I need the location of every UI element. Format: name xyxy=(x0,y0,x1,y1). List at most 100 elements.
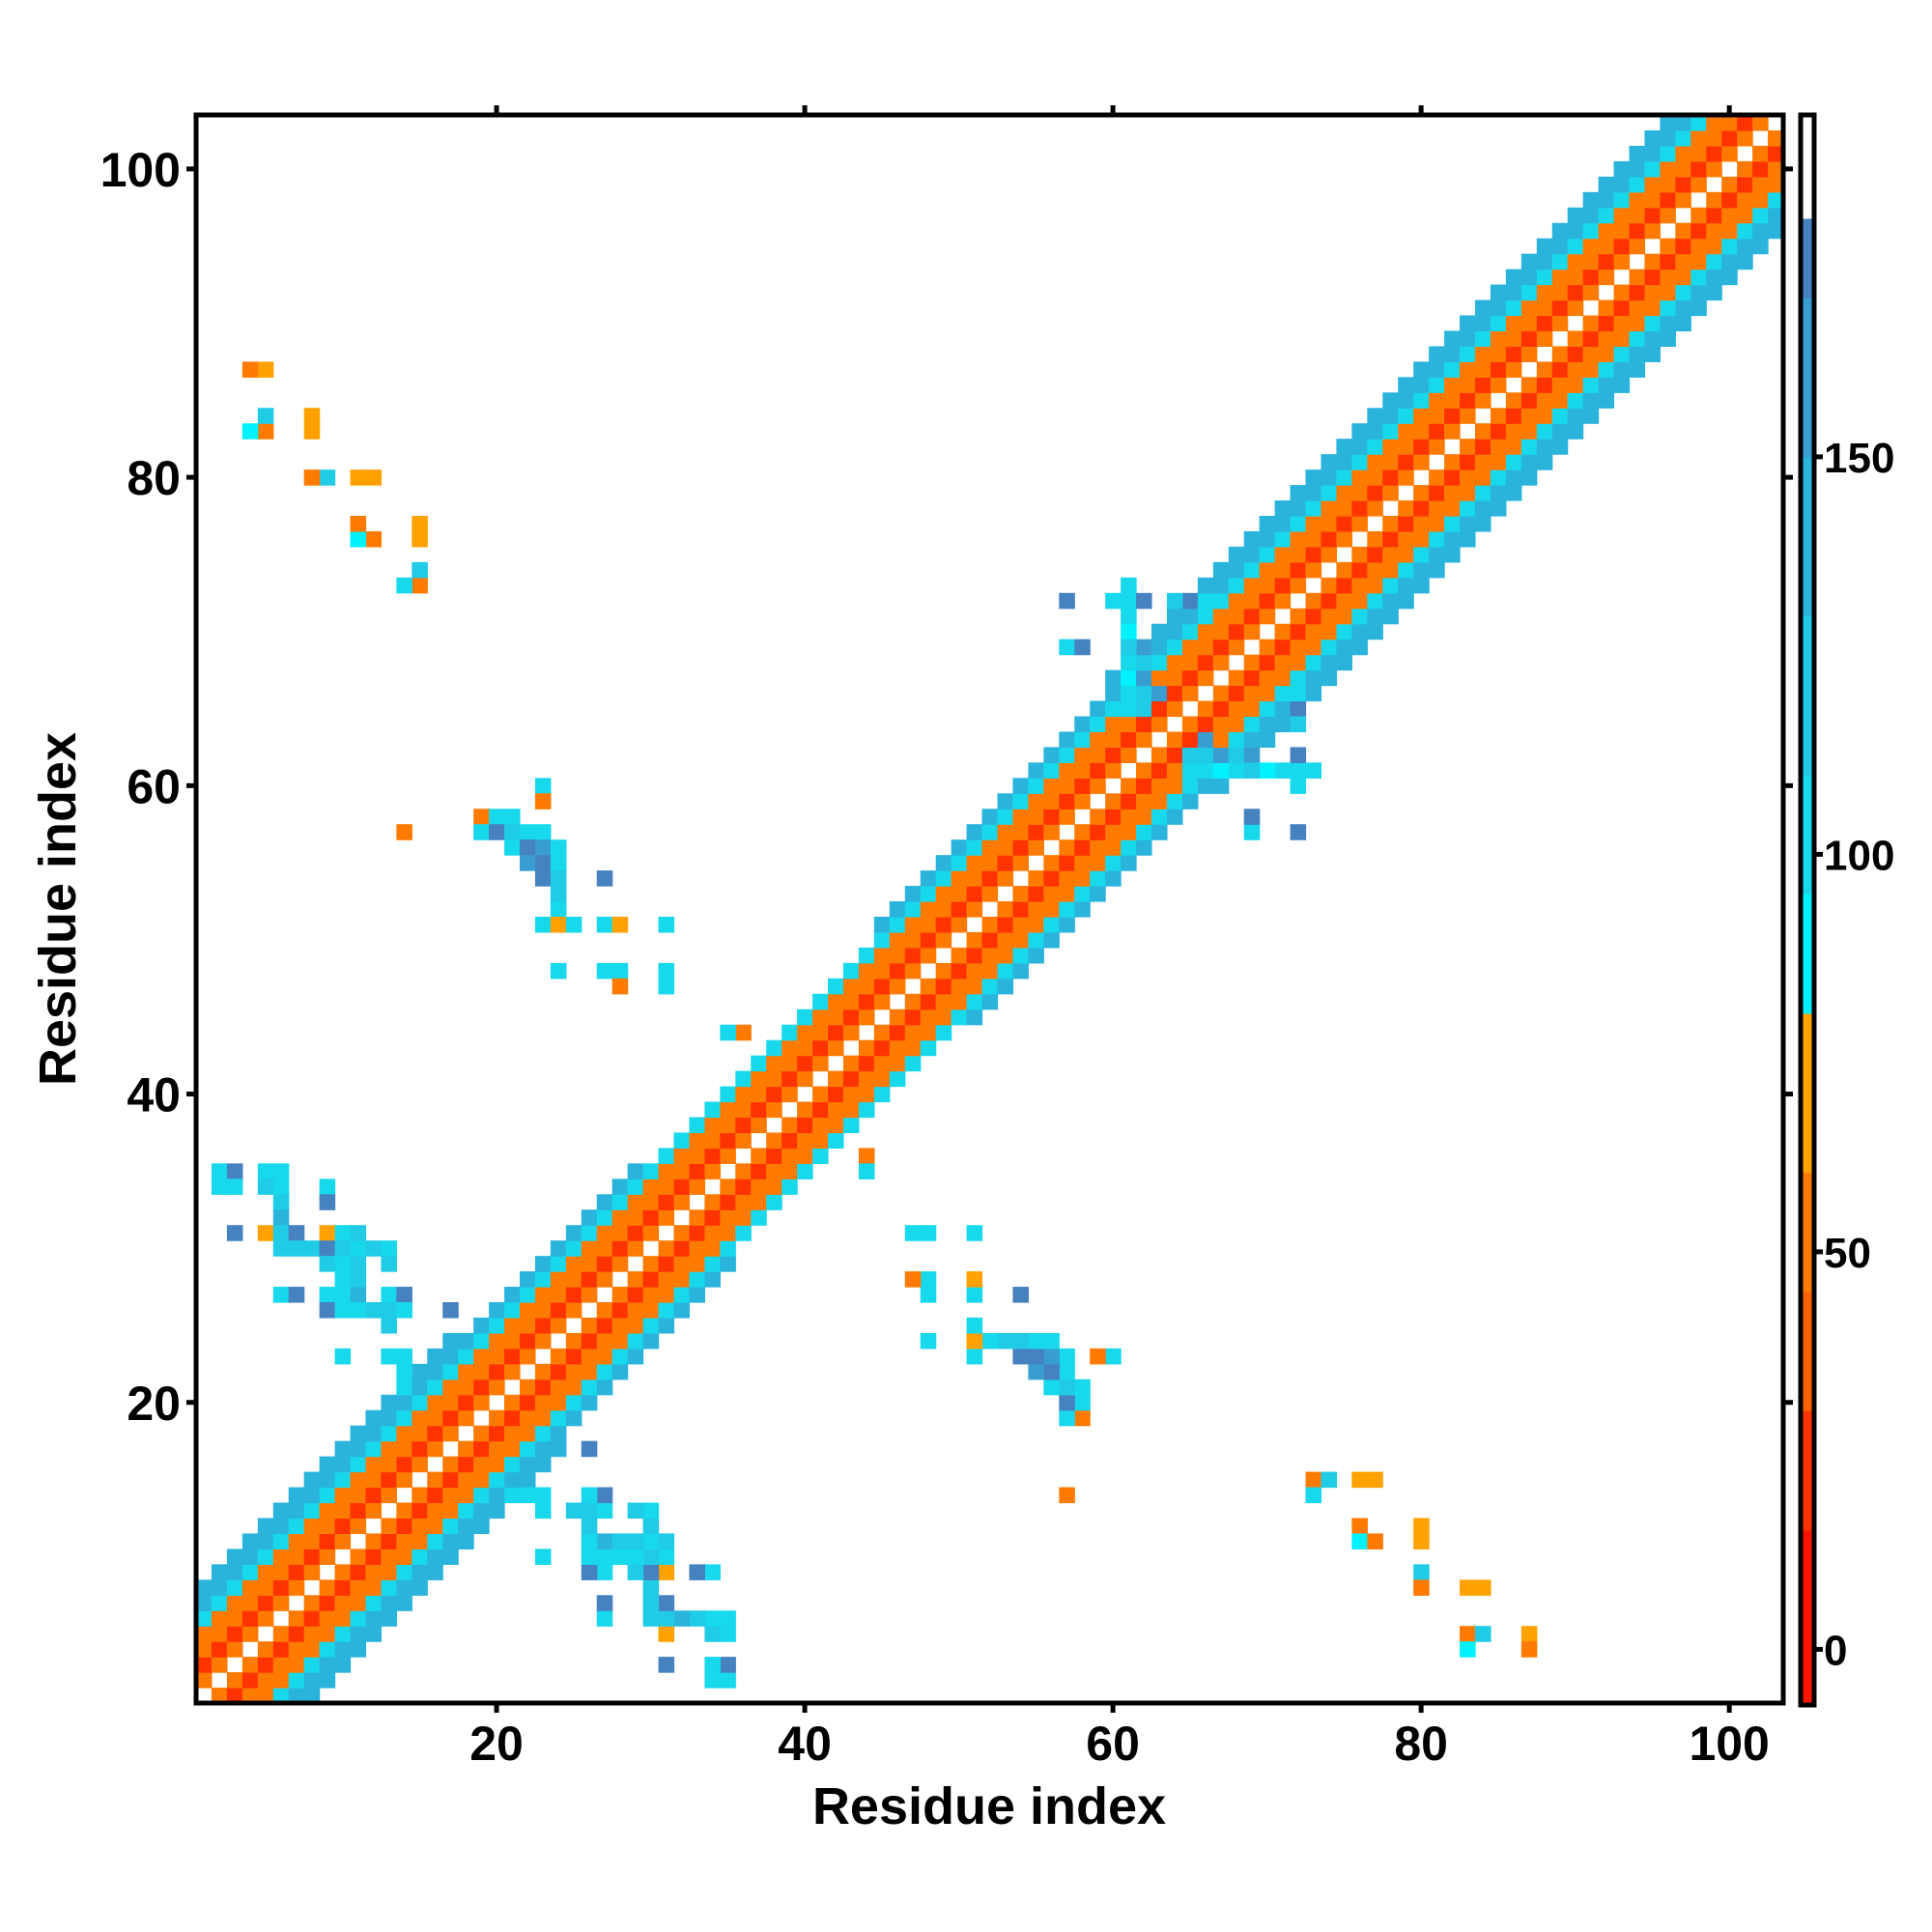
heatmap-cell xyxy=(997,855,1014,871)
heatmap-cell xyxy=(1429,469,1445,486)
heatmap-cell xyxy=(1121,839,1137,856)
heatmap-cell xyxy=(334,1240,352,1257)
heatmap-cell xyxy=(766,1179,782,1195)
heatmap-cell xyxy=(781,1132,798,1149)
heatmap-cell xyxy=(1551,269,1569,286)
heatmap-cell xyxy=(1460,500,1476,517)
heatmap-cell xyxy=(1367,408,1383,424)
heatmap-cell xyxy=(1243,762,1261,779)
heatmap-cell xyxy=(873,947,891,964)
heatmap-cell xyxy=(442,1456,459,1473)
heatmap-cell xyxy=(365,1548,383,1565)
heatmap-cell xyxy=(1367,577,1383,594)
heatmap-cell xyxy=(1305,608,1322,625)
heatmap-cell xyxy=(211,1688,228,1704)
heatmap-cell xyxy=(1305,546,1322,563)
heatmap-cell xyxy=(966,962,983,980)
heatmap-cell xyxy=(272,1518,290,1535)
heatmap-cell xyxy=(1243,731,1261,749)
heatmap-cell xyxy=(412,1487,428,1504)
heatmap-cell xyxy=(1536,408,1553,424)
heatmap-cell xyxy=(1490,408,1507,424)
heatmap-cell xyxy=(966,901,983,918)
heatmap-cell xyxy=(1197,669,1214,687)
heatmap-cell xyxy=(1243,530,1261,548)
heatmap-cell xyxy=(1212,608,1230,625)
heatmap-cell xyxy=(257,408,274,424)
heatmap-cell xyxy=(365,1471,383,1489)
heatmap-cell xyxy=(611,1256,629,1272)
heatmap-cell xyxy=(1351,608,1368,625)
heatmap-cell xyxy=(689,1117,705,1134)
heatmap-cell xyxy=(473,1456,490,1473)
heatmap-cell xyxy=(504,1394,521,1411)
heatmap-cell xyxy=(766,1148,782,1164)
heatmap-cell xyxy=(350,1440,367,1458)
heatmap-cell xyxy=(1228,700,1245,718)
heatmap-cell xyxy=(442,1394,459,1411)
heatmap-cell xyxy=(319,1657,336,1673)
heatmap-cell xyxy=(1043,1332,1060,1350)
heatmap-cell xyxy=(904,1055,922,1072)
heatmap-cell xyxy=(658,1533,675,1549)
heatmap-cell xyxy=(1367,1533,1383,1549)
heatmap-cell xyxy=(1181,685,1199,702)
heatmap-cell xyxy=(781,1086,798,1103)
heatmap-cell xyxy=(1474,485,1492,501)
heatmap-cell xyxy=(1028,947,1044,964)
heatmap-cell xyxy=(288,1564,305,1580)
heatmap-cell xyxy=(1305,469,1322,486)
heatmap-cell xyxy=(781,1179,798,1195)
heatmap-cell xyxy=(1151,716,1168,733)
heatmap-cell xyxy=(365,1409,383,1427)
heatmap-cell xyxy=(1012,886,1029,902)
heatmap-cell xyxy=(565,1302,582,1319)
heatmap-cell xyxy=(226,1688,243,1704)
heatmap-cell xyxy=(581,1518,598,1535)
heatmap-cell xyxy=(381,1302,397,1319)
heatmap-cell xyxy=(581,1317,598,1334)
heatmap-cell xyxy=(1598,207,1615,224)
heatmap-cell xyxy=(858,1148,875,1164)
heatmap-cell xyxy=(735,1179,752,1195)
heatmap-cell xyxy=(350,1487,367,1504)
heatmap-cell xyxy=(1259,731,1276,749)
heatmap-cell xyxy=(534,916,552,933)
heatmap-cell xyxy=(1212,639,1230,656)
heatmap-cell xyxy=(565,1225,582,1241)
heatmap-cell xyxy=(1274,762,1292,779)
heatmap-cell xyxy=(627,1533,644,1549)
heatmap-cell xyxy=(596,1194,613,1210)
heatmap-cell xyxy=(473,1440,490,1458)
heatmap-cell xyxy=(1660,129,1676,147)
heatmap-cell xyxy=(1351,546,1368,563)
heatmap-cell xyxy=(350,1225,367,1241)
heatmap-cell xyxy=(981,1332,999,1350)
heatmap-cell xyxy=(396,577,412,594)
heatmap-cell xyxy=(1212,561,1230,579)
heatmap-cell xyxy=(1706,191,1722,209)
heatmap-cell xyxy=(1012,947,1029,964)
heatmap-cell xyxy=(1321,515,1338,532)
heatmap-cell xyxy=(766,1163,782,1179)
heatmap-cell xyxy=(288,1487,305,1504)
heatmap-cell xyxy=(1474,423,1492,440)
heatmap-cell xyxy=(1768,160,1784,178)
heatmap-cell xyxy=(534,1394,552,1411)
heatmap-cell xyxy=(766,1070,782,1088)
heatmap-cell xyxy=(350,1564,367,1580)
colorbar-segment xyxy=(1801,1172,1814,1293)
heatmap-cell xyxy=(997,962,1014,980)
colorbar-segment xyxy=(1801,217,1814,298)
heatmap-cell xyxy=(519,1394,536,1411)
heatmap-cell xyxy=(951,855,968,871)
heatmap-cell xyxy=(257,1564,274,1580)
heatmap-cell xyxy=(473,1332,490,1350)
heatmap-cell xyxy=(519,1456,536,1473)
heatmap-cell xyxy=(565,1271,582,1288)
heatmap-cell xyxy=(1290,685,1307,702)
heatmap-cell xyxy=(642,1564,660,1580)
heatmap-cell xyxy=(1644,346,1661,362)
heatmap-cell xyxy=(1181,623,1199,640)
heatmap-cell xyxy=(689,1271,705,1288)
